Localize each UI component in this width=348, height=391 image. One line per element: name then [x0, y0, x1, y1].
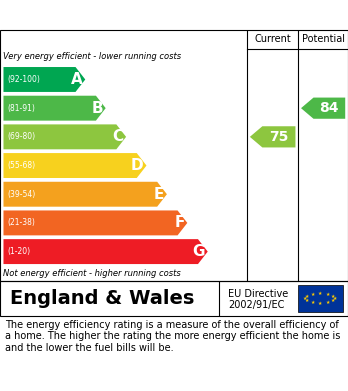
- Text: E: E: [154, 187, 164, 202]
- Polygon shape: [3, 124, 126, 149]
- Text: ★: ★: [305, 294, 309, 299]
- Text: Potential: Potential: [302, 34, 345, 45]
- Text: 84: 84: [319, 101, 339, 115]
- Text: 2002/91/EC: 2002/91/EC: [228, 300, 284, 310]
- Text: (1-20): (1-20): [8, 247, 31, 256]
- Text: Very energy efficient - lower running costs: Very energy efficient - lower running co…: [3, 52, 182, 61]
- Bar: [298, 285, 343, 312]
- Text: (55-68): (55-68): [8, 161, 36, 170]
- Text: Not energy efficient - higher running costs: Not energy efficient - higher running co…: [3, 269, 181, 278]
- Text: England & Wales: England & Wales: [10, 289, 195, 308]
- Text: The energy efficiency rating is a measure of the overall efficiency of a home. T: The energy efficiency rating is a measur…: [5, 320, 341, 353]
- Text: (39-54): (39-54): [8, 190, 36, 199]
- Text: D: D: [131, 158, 144, 173]
- Text: (92-100): (92-100): [8, 75, 40, 84]
- Text: F: F: [174, 215, 184, 230]
- Polygon shape: [3, 239, 208, 264]
- Polygon shape: [301, 98, 345, 119]
- Text: 75: 75: [269, 130, 288, 144]
- Polygon shape: [250, 126, 295, 147]
- Text: ★: ★: [325, 300, 330, 305]
- Text: ★: ★: [318, 301, 322, 306]
- Text: (69-80): (69-80): [8, 133, 36, 142]
- Text: A: A: [71, 72, 82, 87]
- Text: B: B: [91, 100, 103, 116]
- Polygon shape: [3, 153, 147, 178]
- Text: G: G: [192, 244, 205, 259]
- Text: C: C: [112, 129, 123, 144]
- Text: Current: Current: [254, 34, 291, 45]
- Polygon shape: [3, 182, 167, 207]
- Text: ★: ★: [333, 296, 337, 301]
- Polygon shape: [3, 96, 106, 121]
- Text: ★: ★: [310, 300, 315, 305]
- Text: ★: ★: [325, 292, 330, 297]
- Polygon shape: [3, 67, 85, 92]
- Text: (81-91): (81-91): [8, 104, 35, 113]
- Text: (21-38): (21-38): [8, 219, 35, 228]
- Text: Energy Efficiency Rating: Energy Efficiency Rating: [10, 7, 220, 23]
- Text: ★: ★: [303, 296, 307, 301]
- Text: EU Directive: EU Directive: [228, 289, 288, 299]
- Text: ★: ★: [331, 298, 335, 303]
- Polygon shape: [3, 210, 187, 235]
- Text: ★: ★: [305, 298, 309, 303]
- Text: ★: ★: [318, 291, 322, 296]
- Text: ★: ★: [310, 292, 315, 297]
- Text: ★: ★: [331, 294, 335, 299]
